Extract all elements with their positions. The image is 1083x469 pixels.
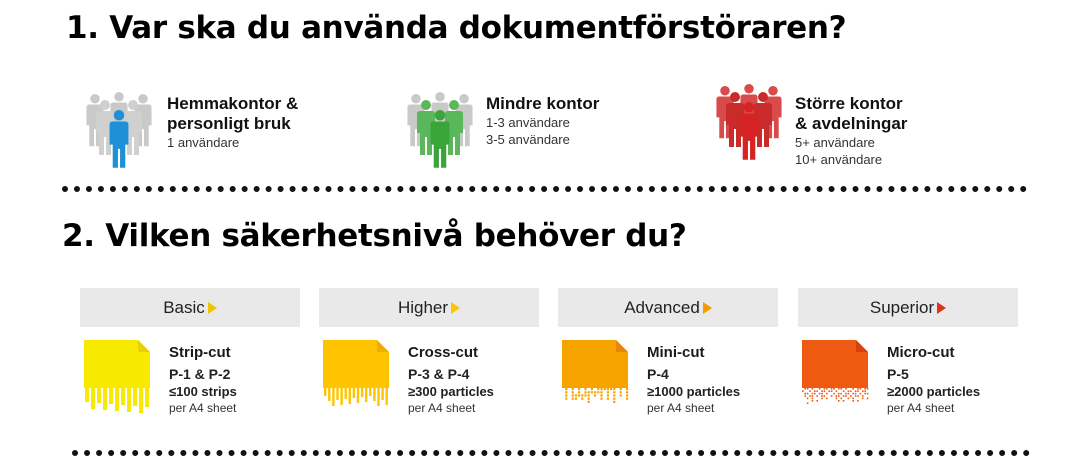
- level-band: Higher: [319, 288, 539, 327]
- triangle-right-icon: [451, 301, 461, 314]
- particle-amount: ≤100 strips: [169, 384, 237, 399]
- level-name: Advanced: [624, 297, 700, 317]
- cut-type: Strip-cut: [169, 344, 231, 361]
- strip-cut-document-icon: [84, 340, 150, 413]
- security-card-advanced: Advanced Mini-cut P-4 ≥1000 particles pe…: [558, 288, 778, 418]
- p-level: P-4: [647, 366, 669, 382]
- section-heading-usage: 1. Var ska du använda dokumentförstörare…: [66, 10, 847, 46]
- p-level: P-1 & P-2: [169, 366, 231, 382]
- particle-amount: ≥1000 particles: [647, 384, 741, 399]
- security-card-higher: Higher Cross-cut P-3 & P-4 ≥300 particle…: [319, 288, 539, 418]
- user-count: 3-5 användare: [486, 132, 570, 147]
- triangle-right-icon: [702, 301, 712, 314]
- section-heading-security: 2. Vilken säkerhetsnivå behöver du?: [62, 218, 687, 254]
- user-count: 10+ användare: [795, 152, 883, 167]
- person-group-icon: [86, 92, 152, 168]
- p-level: P-3 & P-4: [408, 366, 470, 382]
- user-count: 1 användare: [167, 135, 240, 150]
- triangle-right-icon: [937, 301, 947, 314]
- level-band: Superior: [798, 288, 1018, 327]
- cut-type: Mini-cut: [647, 344, 705, 361]
- level-band: Advanced: [558, 288, 778, 327]
- micro-cut-document-icon: [802, 340, 869, 404]
- user-group-title: personligt bruk: [167, 114, 291, 133]
- per-sheet-label: per A4 sheet: [887, 401, 955, 415]
- cross-cut-document-icon: [323, 340, 389, 406]
- cut-type: Micro-cut: [887, 344, 955, 361]
- level-band: Basic: [80, 288, 300, 327]
- user-count: 1-3 användare: [486, 115, 570, 130]
- triangle-right-icon: [207, 301, 217, 314]
- person-group-icon: [407, 92, 473, 168]
- p-level: P-5: [887, 366, 909, 382]
- user-group-title: Mindre kontor: [486, 94, 600, 113]
- per-sheet-label: per A4 sheet: [647, 401, 715, 415]
- dotted-divider: [72, 450, 1030, 456]
- dotted-divider: [62, 186, 1027, 192]
- security-card-basic: Basic Strip-cut P-1 & P-2 ≤100 strips pe…: [80, 288, 300, 418]
- user-group-title: & avdelningar: [795, 114, 908, 133]
- particle-amount: ≥2000 particles: [887, 384, 981, 399]
- person-group-icon: [716, 84, 782, 160]
- mini-cut-document-icon: [562, 340, 629, 403]
- security-card-superior: Superior Micro-cut P-5 ≥2000 particles p…: [798, 288, 1018, 418]
- cut-type: Cross-cut: [408, 344, 479, 361]
- level-name: Higher: [397, 297, 449, 317]
- level-name: Basic: [163, 297, 205, 317]
- user-group-title: Hemmakontor &: [167, 94, 299, 113]
- level-name: Superior: [869, 297, 935, 317]
- user-count: 5+ användare: [795, 135, 875, 150]
- per-sheet-label: per A4 sheet: [169, 401, 237, 415]
- user-group-title: Större kontor: [795, 94, 903, 113]
- particle-amount: ≥300 particles: [408, 384, 494, 399]
- per-sheet-label: per A4 sheet: [408, 401, 476, 415]
